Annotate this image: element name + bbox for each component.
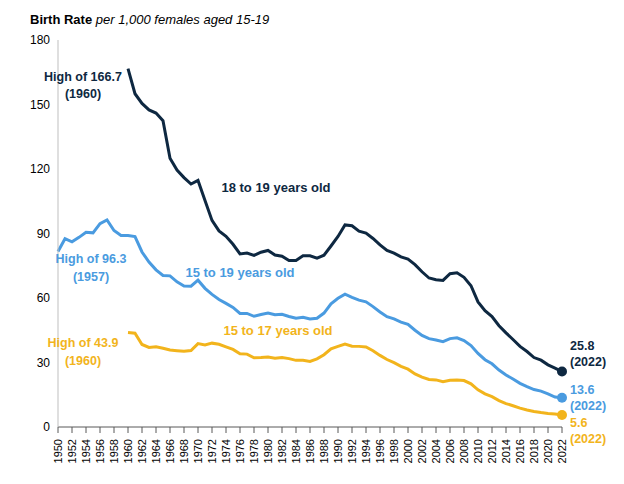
svg-text:2018: 2018 [528, 439, 540, 463]
svg-text:1970: 1970 [192, 439, 204, 463]
svg-text:High of 96.3: High of 96.3 [56, 252, 127, 266]
svg-text:1976: 1976 [234, 439, 246, 463]
svg-text:2004: 2004 [430, 439, 442, 463]
svg-text:2014: 2014 [500, 439, 512, 463]
svg-text:60: 60 [37, 291, 51, 305]
svg-text:1992: 1992 [346, 439, 358, 463]
html-text:15 to 19 years old: 15 to 19 years old [185, 264, 295, 280]
svg-text:2022: 2022 [556, 439, 568, 463]
svg-text:1952: 1952 [66, 439, 78, 463]
svg-text:150: 150 [30, 98, 50, 112]
svg-text:(1960): (1960) [65, 87, 101, 101]
svg-text:2006: 2006 [444, 439, 456, 463]
svg-text:90: 90 [37, 227, 51, 241]
svg-text:(2022): (2022) [570, 399, 606, 413]
svg-text:1956: 1956 [94, 439, 106, 463]
svg-text:1960: 1960 [122, 439, 134, 463]
svg-text:1974: 1974 [220, 439, 232, 463]
svg-text:1954: 1954 [80, 439, 92, 463]
svg-text:1984: 1984 [290, 439, 302, 463]
svg-text:2020: 2020 [542, 439, 554, 463]
svg-text:1998: 1998 [388, 439, 400, 463]
svg-text:1964: 1964 [150, 439, 162, 463]
svg-text:1986: 1986 [304, 439, 316, 463]
html-text:Birth Rate per 1,000 females a: Birth Rate per 1,000 females aged 15-19 [30, 12, 270, 27]
svg-text:1950: 1950 [52, 439, 64, 463]
svg-text:1982: 1982 [276, 439, 288, 463]
svg-text:120: 120 [30, 162, 50, 176]
html-text:18 to 19 years old: 18 to 19 years old [221, 179, 331, 195]
svg-text:0: 0 [43, 420, 50, 434]
svg-text:180: 180 [30, 33, 50, 47]
svg-text:1980: 1980 [262, 439, 274, 463]
svg-text:13.6: 13.6 [570, 383, 594, 397]
svg-text:2016: 2016 [514, 439, 526, 463]
svg-text:1968: 1968 [178, 439, 190, 463]
svg-text:1978: 1978 [248, 439, 260, 463]
svg-text:1990: 1990 [332, 439, 344, 463]
svg-text:1972: 1972 [206, 439, 218, 463]
svg-text:High of 43.9: High of 43.9 [48, 336, 119, 350]
svg-text:2008: 2008 [458, 439, 470, 463]
svg-text:(1957): (1957) [73, 270, 109, 284]
svg-text:2012: 2012 [486, 439, 498, 463]
svg-text:(2022): (2022) [570, 355, 606, 369]
svg-text:(1960): (1960) [65, 354, 101, 368]
svg-text:1958: 1958 [108, 439, 120, 463]
svg-text:25.8: 25.8 [570, 339, 594, 353]
svg-text:1966: 1966 [164, 439, 176, 463]
svg-text:2002: 2002 [416, 439, 428, 463]
svg-text:High of 166.7: High of 166.7 [44, 70, 122, 84]
svg-text:2010: 2010 [472, 439, 484, 463]
svg-text:30: 30 [37, 356, 51, 370]
svg-text:1994: 1994 [360, 439, 372, 463]
svg-text:1996: 1996 [374, 439, 386, 463]
svg-text:(2022): (2022) [570, 432, 606, 446]
svg-text:1988: 1988 [318, 439, 330, 463]
svg-text:2000: 2000 [402, 439, 414, 463]
svg-text:1962: 1962 [136, 439, 148, 463]
html-text:15 to 17 years old: 15 to 17 years old [223, 322, 333, 338]
svg-text:5.6: 5.6 [570, 416, 587, 430]
